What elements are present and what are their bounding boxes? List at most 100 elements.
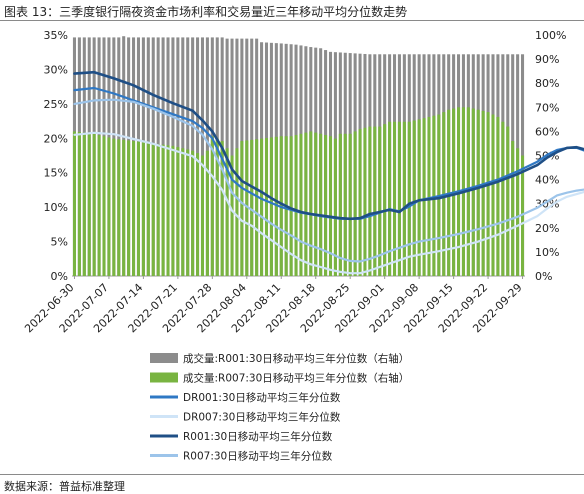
volume-bar <box>250 139 254 276</box>
volume-bar <box>220 141 224 276</box>
y-left-tick-label: 15% <box>44 167 68 180</box>
volume-bar <box>407 121 411 276</box>
y-right-tick-label: 90% <box>535 53 559 66</box>
volume-bar <box>294 135 298 276</box>
title-divider <box>0 20 584 21</box>
y-left-tick-label: 30% <box>44 63 68 76</box>
y-left-tick-label: 10% <box>44 201 68 214</box>
volume-bar <box>343 133 347 276</box>
volume-bar <box>309 131 313 276</box>
volume-bar <box>319 133 323 276</box>
volume-bar <box>97 135 101 276</box>
volume-bar <box>417 119 421 276</box>
volume-bar <box>506 126 510 276</box>
volume-bar <box>87 133 91 276</box>
volume-bar <box>112 138 116 276</box>
volume-bar <box>82 132 86 276</box>
volume-bar <box>402 121 406 276</box>
volume-bar <box>491 114 495 276</box>
volume-bar <box>205 150 209 276</box>
volume-bar <box>333 138 337 276</box>
volume-bar <box>392 121 397 276</box>
volume-bar <box>368 126 372 276</box>
legend-label: DR001:30日移动平均三年分位数 <box>183 391 341 404</box>
volume-bar <box>151 143 155 276</box>
volume-bar <box>353 131 357 276</box>
volume-bar <box>117 139 121 276</box>
volume-bar <box>156 144 160 276</box>
y-right-tick-label: 10% <box>535 246 559 259</box>
volume-bar <box>358 128 362 276</box>
volume-bar <box>274 136 278 276</box>
volume-bar <box>230 155 234 276</box>
legend-label: DR007:30日移动平均三年分位数 <box>183 411 341 424</box>
source-divider <box>0 474 584 475</box>
volume-bar <box>432 115 436 276</box>
volume-bar <box>264 138 269 276</box>
volume-bar <box>471 108 475 276</box>
series-line-r007 <box>73 98 584 263</box>
volume-bar <box>269 137 273 276</box>
volume-bar <box>200 155 205 276</box>
volume-bar <box>136 141 140 276</box>
volume-bar <box>161 144 165 276</box>
volume-bar <box>92 133 96 276</box>
volume-bar <box>383 124 387 276</box>
legend-label: R001:30日移动平均三年分位数 <box>183 430 333 443</box>
volume-bar <box>166 145 170 276</box>
volume-bar <box>255 139 259 276</box>
volume-bar <box>77 132 81 276</box>
volume-bar <box>348 133 352 276</box>
volume-bar <box>186 149 190 276</box>
volume-bar <box>171 145 175 276</box>
volume-bar <box>107 137 111 276</box>
volume-bar <box>289 136 293 276</box>
volume-bar <box>496 116 500 276</box>
volume-bar <box>146 142 150 276</box>
volume-bar <box>511 141 515 276</box>
volume-bar <box>476 109 480 277</box>
legend-label: 成交量:R007:30日移动平均三年分位数（右轴） <box>183 372 409 385</box>
volume-bar <box>328 136 333 276</box>
volume-bar <box>363 127 367 276</box>
legend-label: 成交量:R001:30日移动平均三年分位数（右轴） <box>183 352 409 365</box>
volume-bar <box>299 133 303 276</box>
chart: 0%5%10%15%20%25%30%35%0%10%20%30%40%50%6… <box>22 29 584 463</box>
series-line-dr007 <box>73 131 584 275</box>
volume-bar <box>196 153 200 276</box>
source-note: 数据来源：普益标准整理 <box>4 480 125 493</box>
legend-label: R007:30日移动平均三年分位数 <box>183 450 333 463</box>
y-right-tick-label: 0% <box>535 270 552 283</box>
volume-bar <box>378 126 382 276</box>
y-right-tick-label: 60% <box>535 125 559 138</box>
volume-bar <box>486 112 490 277</box>
volume-bar <box>516 148 520 276</box>
y-right-tick-label: 40% <box>535 174 559 187</box>
volume-bar <box>122 139 126 276</box>
volume-bar <box>388 121 392 276</box>
y-left-tick-label: 25% <box>44 98 68 111</box>
volume-bar <box>191 150 195 276</box>
volume-bar <box>373 126 377 276</box>
series-line-r001 <box>73 70 584 221</box>
y-right-tick-label: 20% <box>535 222 559 235</box>
y-left-tick-label: 5% <box>51 236 68 249</box>
y-right-tick-label: 100% <box>535 29 566 42</box>
volume-bar <box>304 132 308 276</box>
volume-bar <box>338 133 342 276</box>
y-left-tick-label: 35% <box>44 29 68 42</box>
volume-bar <box>260 138 264 276</box>
legend-swatch-bar <box>150 353 178 363</box>
volume-bar <box>397 121 401 276</box>
volume-bar <box>240 141 244 276</box>
volume-bar <box>127 140 131 276</box>
y-right-tick-label: 80% <box>535 77 559 90</box>
figure-title: 图表 13：三季度银行隔夜资金市场利率和交易量近三年移动平均分位数走势 <box>4 5 408 19</box>
volume-bar <box>181 148 185 276</box>
volume-bar <box>235 148 239 276</box>
volume-bar <box>422 118 426 276</box>
legend-swatch-bar <box>150 372 178 383</box>
y-left-tick-label: 20% <box>44 132 68 145</box>
volume-bar <box>215 138 219 276</box>
y-right-tick-label: 70% <box>535 101 559 114</box>
